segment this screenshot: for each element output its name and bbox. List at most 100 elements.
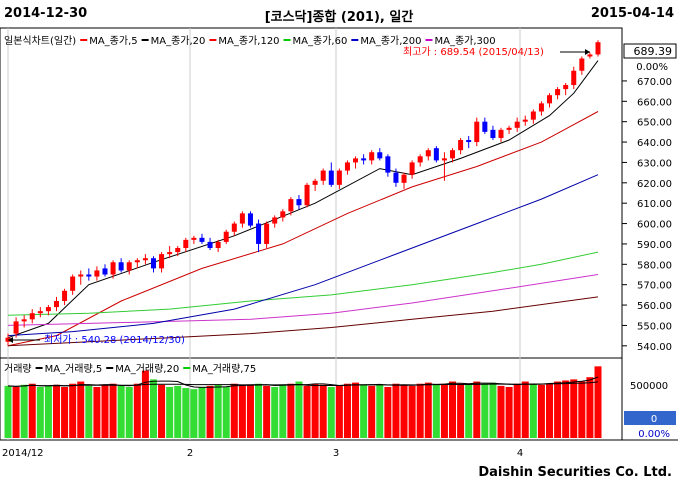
candle-body <box>247 213 253 226</box>
candle-body <box>45 307 51 312</box>
candle-body <box>458 140 464 151</box>
volume-bar <box>117 385 125 438</box>
candle-body <box>320 170 326 181</box>
change-pct-value: 0.00% <box>636 62 668 73</box>
price-tick-label: 670.00 <box>637 77 672 88</box>
volume-bar <box>125 386 133 438</box>
candle-body <box>239 213 245 224</box>
volume-bar <box>149 379 157 438</box>
volume-bar <box>101 384 109 438</box>
volume-bar <box>319 384 327 438</box>
x-label-mar: 3 <box>333 448 339 459</box>
candle-body <box>587 54 593 57</box>
candle-body <box>134 260 140 263</box>
price-tick-label: 560.00 <box>637 301 672 312</box>
high-arrow-head <box>585 49 590 55</box>
volume-bar <box>335 385 343 438</box>
volume-bar <box>222 386 230 438</box>
volume-bar <box>376 384 384 438</box>
legend-label: MA_종가,200 <box>360 35 421 47</box>
candle-body <box>231 223 237 232</box>
legend-label: MA_종가,5 <box>89 35 137 47</box>
volume-bar <box>440 383 448 438</box>
volume-bar <box>263 385 271 438</box>
candle-body <box>167 252 173 255</box>
candlesticks[interactable] <box>5 40 601 346</box>
volume-bar <box>214 384 222 438</box>
legend-label: 거래량 <box>4 363 32 375</box>
volume-bar <box>465 384 473 438</box>
volume-bar <box>408 385 416 438</box>
volume-bar <box>85 385 93 438</box>
candle-body <box>159 254 165 269</box>
legend-label: MA_종가,20 <box>151 35 206 47</box>
ma-line-ma120 <box>7 274 599 326</box>
volume-bar <box>537 384 545 438</box>
volume-bar <box>4 385 12 438</box>
volume-pct-text: 0.00% <box>638 429 670 440</box>
ma-line-ma200 <box>7 174 599 337</box>
candle-body <box>555 89 561 96</box>
candle-body <box>377 152 383 159</box>
legend-label: MA_거래량,5 <box>45 363 103 375</box>
candle-body <box>336 170 342 185</box>
candle-body <box>482 121 488 132</box>
price-tick-label: 610.00 <box>637 199 672 210</box>
candle-body <box>21 319 27 322</box>
volume-ma-line <box>7 381 599 387</box>
candle-body <box>110 262 116 275</box>
volume-bars[interactable] <box>4 366 602 438</box>
volume-bar <box>238 385 246 438</box>
candle-body <box>385 156 391 173</box>
volume-bar <box>287 383 295 438</box>
volume-bar <box>505 386 513 438</box>
volume-bar <box>255 383 263 438</box>
volume-bar <box>77 381 85 438</box>
volume-bar <box>546 383 554 438</box>
volume-axis: 500000 0 0.00% <box>624 381 676 440</box>
candle-body <box>530 111 536 120</box>
candle-body <box>401 174 407 183</box>
candle-body <box>579 58 585 71</box>
candle-body <box>183 239 189 249</box>
price-tick-label: 620.00 <box>637 179 672 190</box>
volume-bar <box>303 385 311 438</box>
candle-body <box>369 152 375 161</box>
x-axis: 2014/12 2 3 4 <box>2 448 523 459</box>
legend-label: MA_종가,120 <box>218 35 279 47</box>
price-tick-label: 590.00 <box>637 240 672 251</box>
price-tick-label: 540.00 <box>637 342 672 353</box>
price-tick-label: 640.00 <box>637 138 672 149</box>
volume-moving-averages <box>7 376 599 388</box>
volume-bar <box>230 383 238 438</box>
volume-bar <box>327 386 335 438</box>
candle-body <box>433 148 439 161</box>
candle-body <box>304 184 310 206</box>
volume-value-box <box>624 411 676 425</box>
candle-body <box>62 290 68 301</box>
candle-body <box>150 258 156 269</box>
candle-body <box>595 42 601 55</box>
price-tick-label: 550.00 <box>637 321 672 332</box>
candle-body <box>70 276 76 291</box>
volume-bar <box>513 383 521 438</box>
candle-body <box>142 258 148 261</box>
volume-bar <box>279 384 287 438</box>
candle-body <box>409 162 415 175</box>
candle-body <box>393 172 399 183</box>
month-gridlines <box>7 28 521 440</box>
candle-body <box>296 199 302 206</box>
volume-bar <box>20 384 28 438</box>
volume-bar <box>246 384 254 438</box>
volume-bar <box>457 383 465 438</box>
candle-body <box>312 180 318 185</box>
low-annotation-label: 최저가 : 540.28 (2014/12/30) <box>44 334 185 346</box>
x-label-feb: 2 <box>187 448 193 459</box>
candle-body <box>207 241 213 249</box>
volume-bar <box>521 381 529 438</box>
volume-bar <box>61 386 69 438</box>
volume-bar <box>190 389 198 438</box>
candle-body <box>223 231 229 242</box>
price-axis: 689.39 0.00% 670.00 660.00 650.00 640.00 630… <box>622 43 677 353</box>
